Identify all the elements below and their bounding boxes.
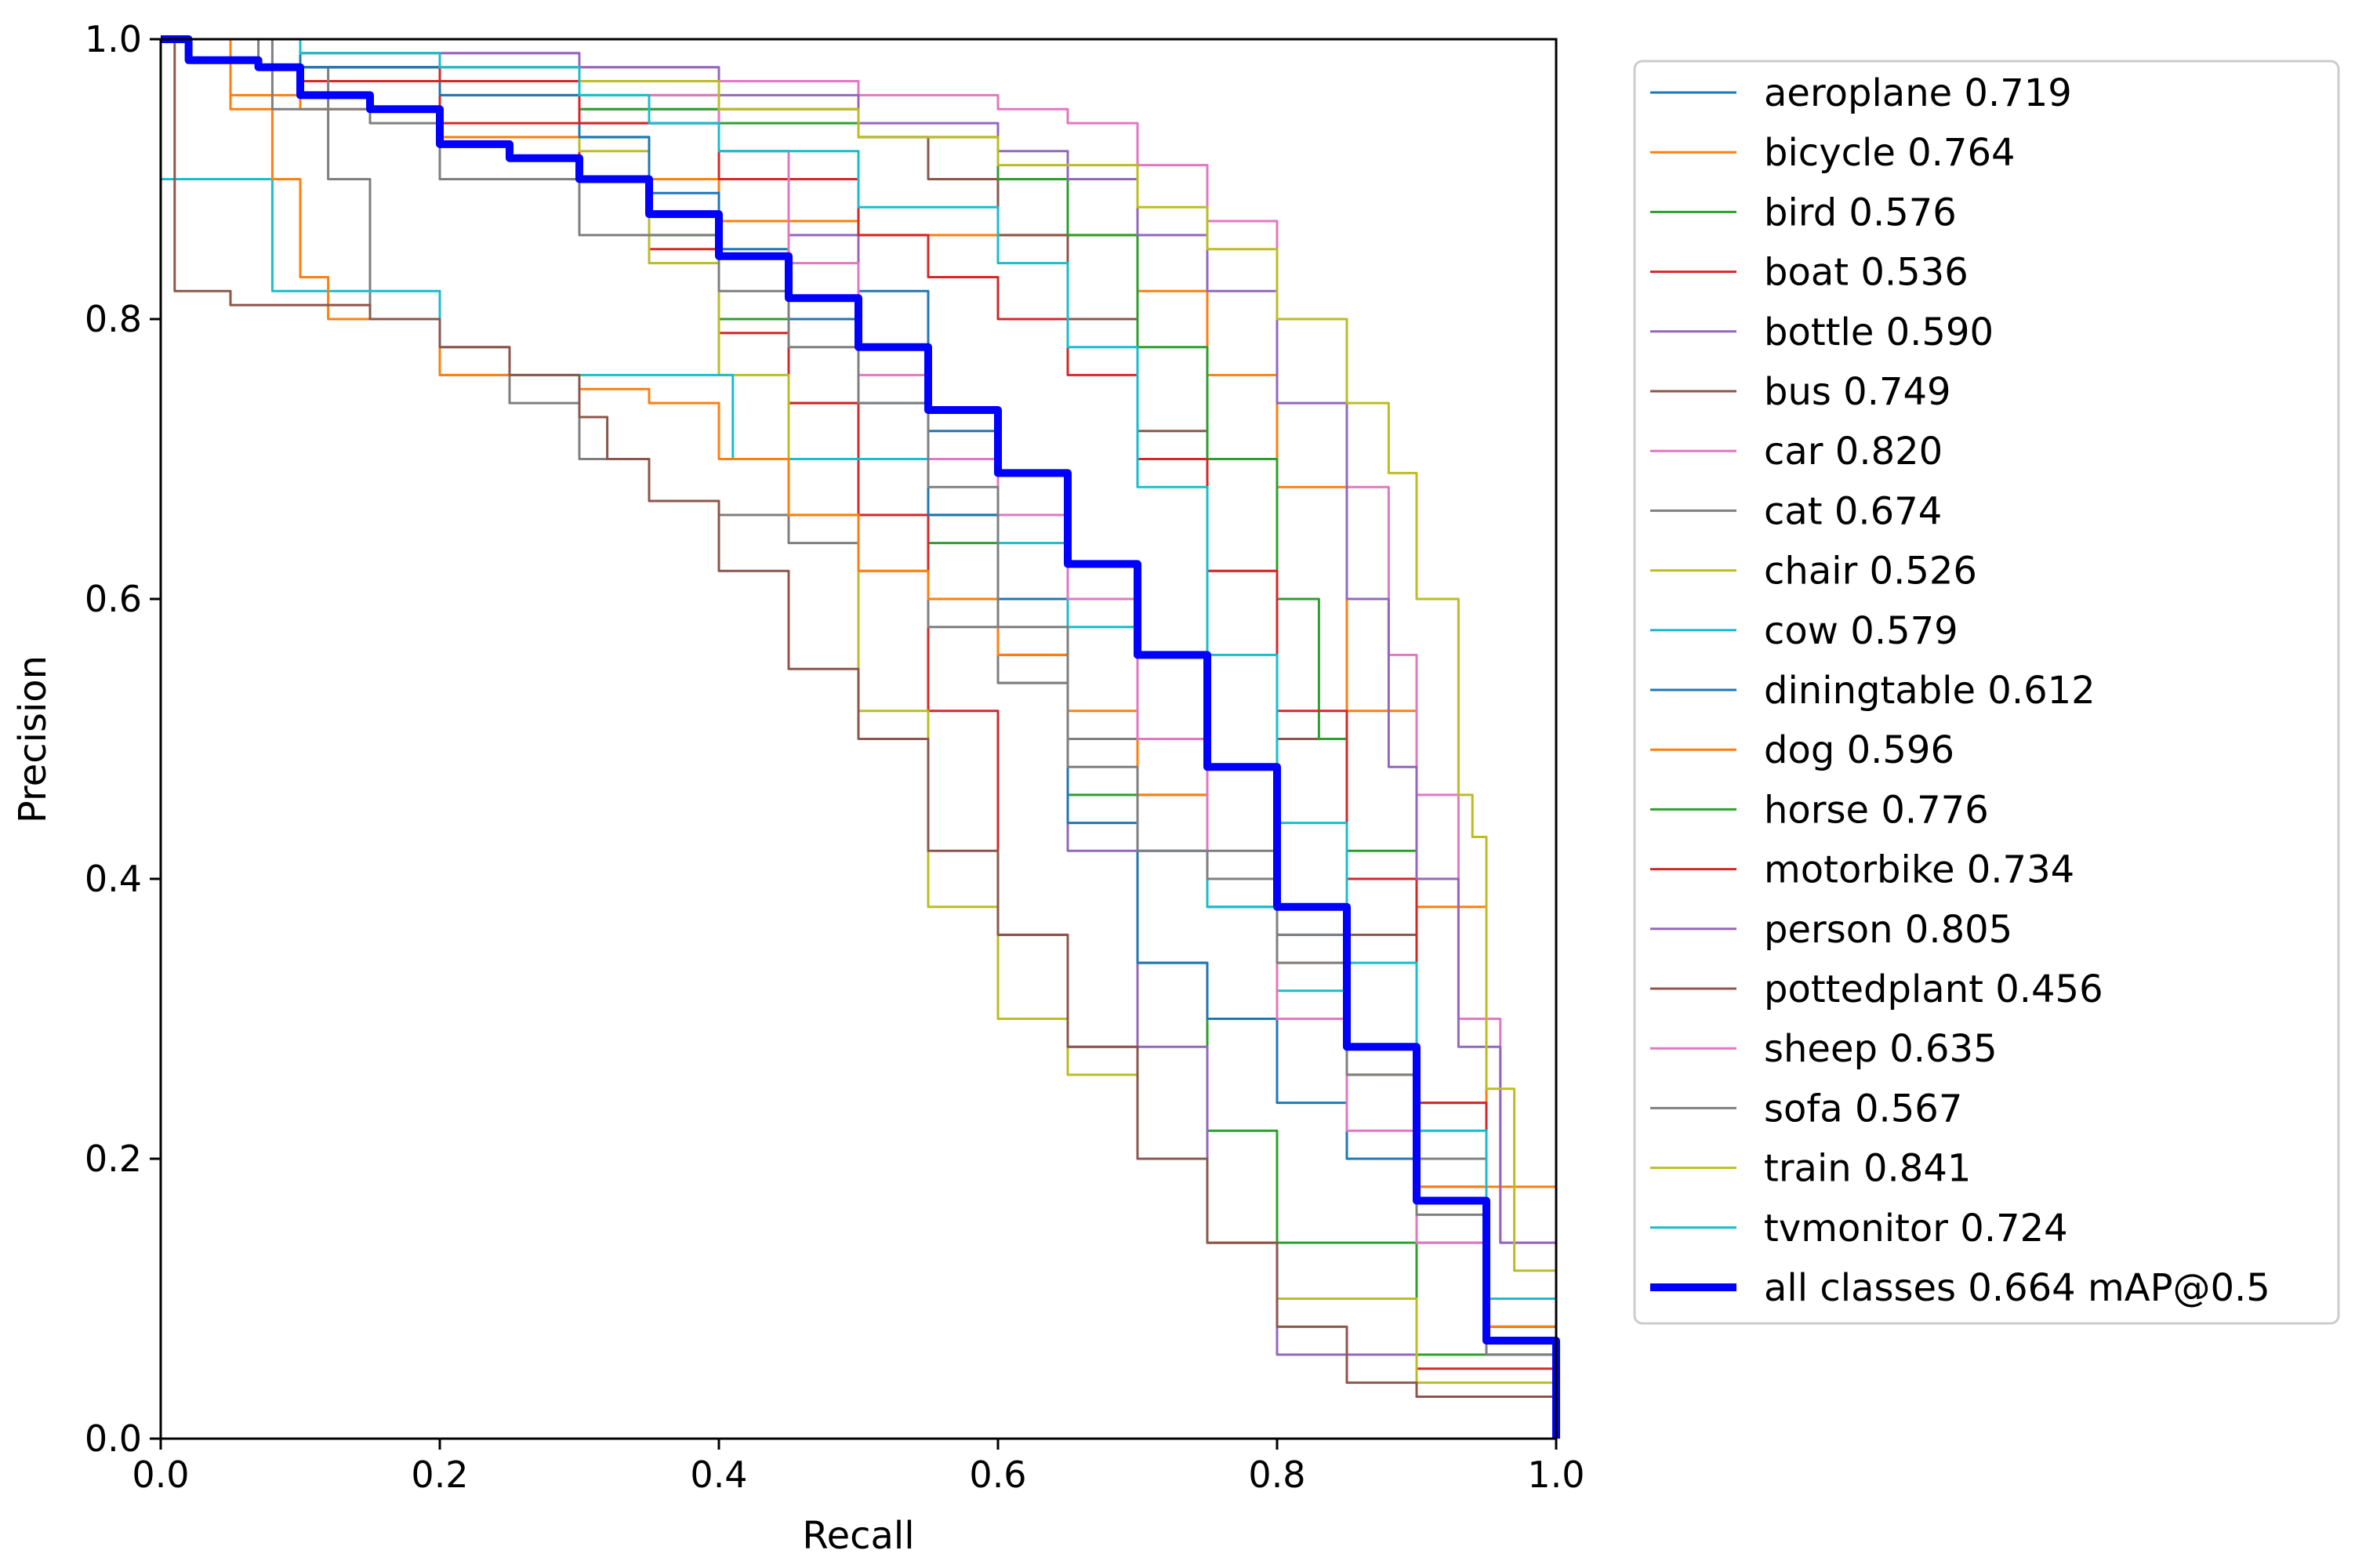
legend-items: aeroplane 0.719 bicycle 0.764 bird 0.576 bo… [1650, 71, 2270, 1310]
y-tick-label: 0.8 [85, 298, 142, 340]
legend-label-chair: chair 0.526 [1764, 550, 1977, 593]
legend-label-all-classes: all classes 0.664 mAP@0.5 [1764, 1266, 2270, 1310]
legend-frame [1633, 60, 2340, 1325]
legend-label-sheep: sheep 0.635 [1764, 1027, 1998, 1071]
x-axis-label: Recall [802, 1514, 914, 1558]
legend-label-diningtable: diningtable 0.612 [1764, 669, 2096, 713]
legend-label-bottle: bottle 0.590 [1764, 310, 1994, 354]
x-tick-label: 0.6 [969, 1454, 1026, 1496]
legend-label-boat: boat 0.536 [1764, 251, 1969, 295]
plot-area [159, 35, 1560, 1440]
x-tick-label: 1.0 [1527, 1454, 1584, 1496]
legend-label-dog: dog 0.596 [1764, 728, 1954, 772]
legend-label-cat: cat 0.674 [1764, 489, 1942, 533]
y-tick-label: 0.0 [85, 1417, 142, 1460]
curve-sofa [161, 38, 1558, 1439]
curve-person [161, 38, 1558, 1439]
legend-label-person: person 0.805 [1764, 908, 2012, 952]
pr-curves [161, 35, 1560, 1439]
legend-label-bus: bus 0.749 [1764, 370, 1951, 414]
legend-label-cow: cow 0.579 [1764, 609, 1958, 653]
legend-label-sofa: sofa 0.567 [1764, 1087, 1962, 1131]
y-axis-label: Precision [11, 655, 55, 823]
y-axis: 0.0 0.2 0.4 0.6 0.8 1.0 [85, 18, 161, 1460]
legend-label-aeroplane: aeroplane 0.719 [1764, 71, 2072, 115]
x-tick-label: 0.4 [690, 1454, 747, 1496]
y-tick-label: 0.4 [85, 858, 142, 900]
legend-label-train: train 0.841 [1764, 1147, 1971, 1191]
legend-label-horse: horse 0.776 [1764, 788, 1989, 832]
legend: aeroplane 0.719 bicycle 0.764 bird 0.576 bo… [1633, 60, 2340, 1325]
x-tick-label: 0.8 [1248, 1454, 1305, 1496]
legend-label-car: car 0.820 [1764, 430, 1943, 474]
plot-frame [159, 38, 1558, 1440]
legend-label-pottedplant: pottedplant 0.456 [1764, 967, 2103, 1011]
curve-pottedplant [161, 38, 1558, 1439]
y-tick-label: 0.2 [85, 1138, 142, 1180]
y-tick-label: 1.0 [85, 18, 142, 60]
legend-label-motorbike: motorbike 0.734 [1764, 848, 2074, 892]
legend-label-tvmonitor: tvmonitor 0.724 [1764, 1207, 2068, 1250]
x-tick-label: 0.2 [411, 1454, 468, 1496]
y-tick-label: 0.6 [85, 578, 142, 620]
legend-label-bicycle: bicycle 0.764 [1764, 131, 2016, 175]
curve-all-classes [161, 35, 1560, 1439]
x-axis: 0.0 0.2 0.4 0.6 0.8 1.0 [132, 1439, 1585, 1496]
x-tick-label: 0.0 [132, 1454, 189, 1496]
curve-tvmonitor [161, 38, 1558, 1439]
legend-label-bird: bird 0.576 [1764, 191, 1957, 234]
